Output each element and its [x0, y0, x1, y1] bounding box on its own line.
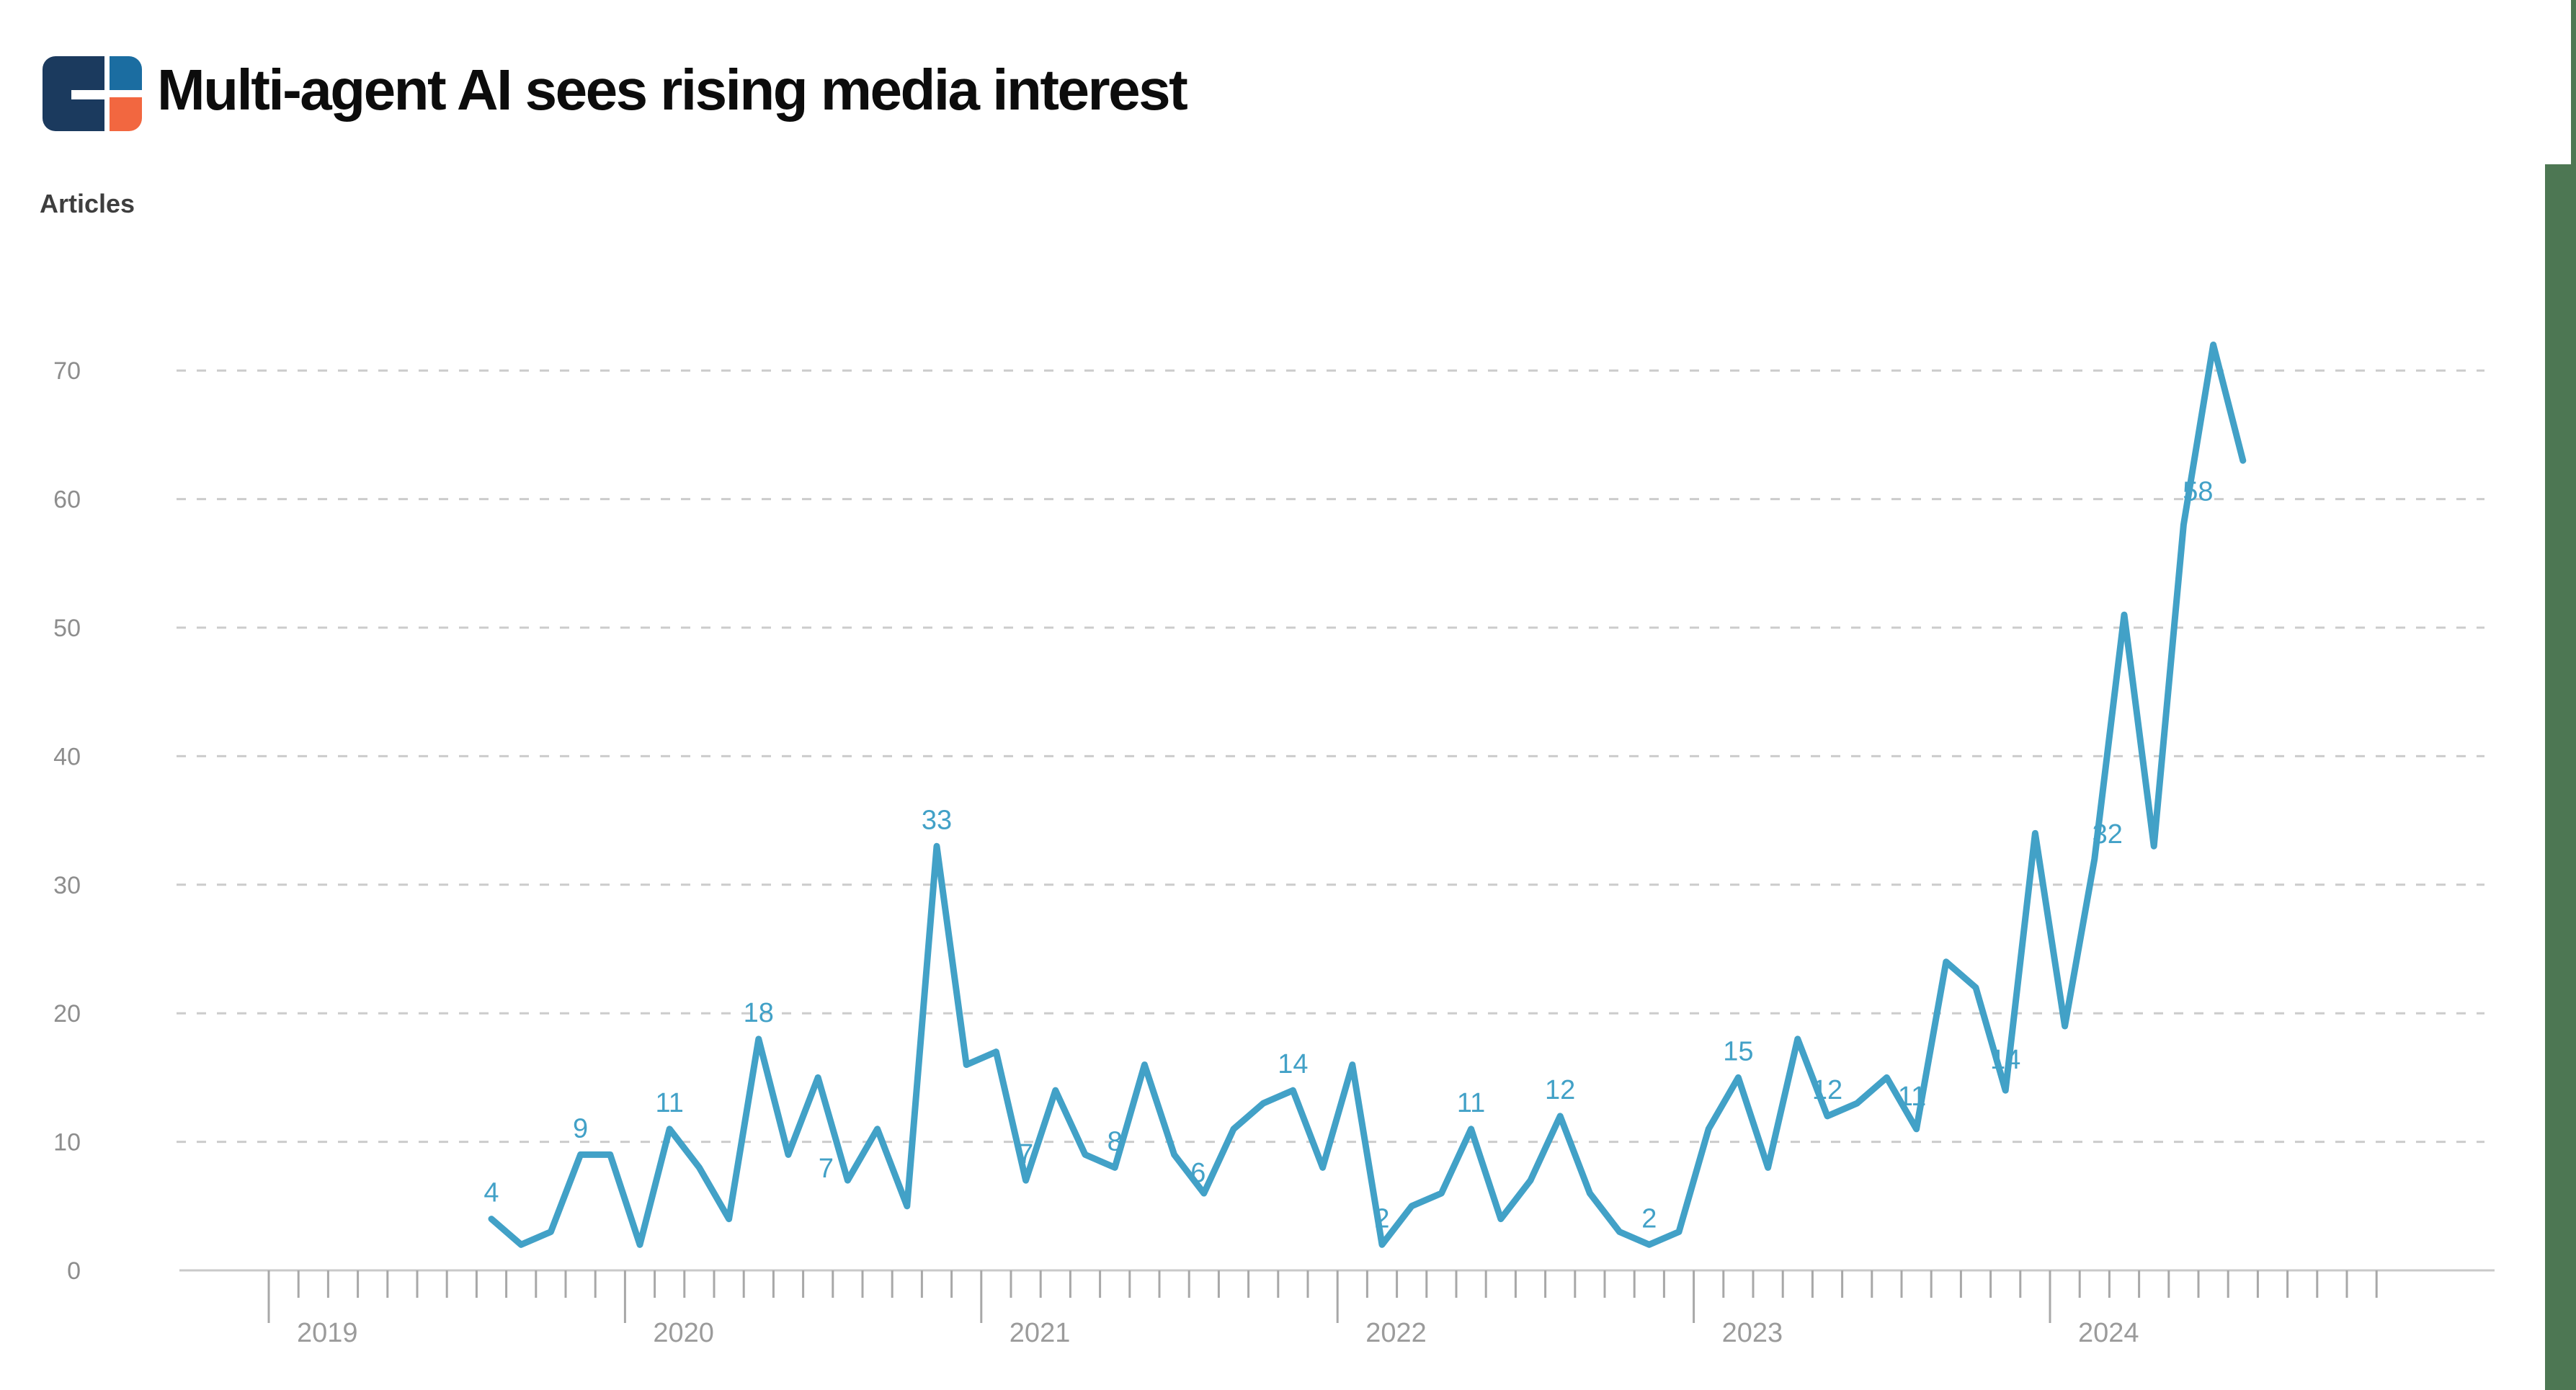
- logo-notch: [71, 90, 110, 99]
- point-label-2020-11: 33: [922, 805, 952, 835]
- point-label-2019-11: 9: [573, 1113, 588, 1144]
- year-label-2024: 2024: [2078, 1318, 2139, 1348]
- y-tick-label-40: 40: [53, 743, 81, 770]
- point-label-2024-02: 32: [2093, 819, 2123, 850]
- y-tick-label-70: 70: [53, 357, 81, 385]
- point-label-2019-08: 4: [483, 1178, 499, 1208]
- page-title: Multi-agent AI sees rising media interes…: [157, 58, 1188, 122]
- point-label-2020-08: 7: [819, 1154, 834, 1184]
- point-label-2020-02: 11: [655, 1088, 683, 1118]
- point-label-2023-02: 15: [1723, 1036, 1753, 1066]
- point-label-2022-02: 2: [1374, 1203, 1389, 1234]
- cb-insights-logo: [43, 56, 142, 131]
- point-label-2020-05: 18: [744, 998, 774, 1028]
- point-label-2021-11: 14: [1278, 1049, 1308, 1079]
- point-label-2023-08: 11: [1898, 1082, 1926, 1112]
- point-label-2023-05: 12: [1812, 1075, 1842, 1105]
- point-label-2021-05: 8: [1107, 1126, 1123, 1157]
- point-label-2022-11: 2: [1641, 1203, 1657, 1234]
- point-label-2023-11: 14: [1990, 1045, 2020, 1075]
- year-label-2019: 2019: [297, 1318, 358, 1348]
- year-label-2020: 2020: [653, 1318, 714, 1348]
- y-axis-title: Articles: [40, 189, 135, 218]
- logo-orange-block: [110, 97, 142, 131]
- y-tick-label-20: 20: [53, 1000, 81, 1028]
- y-tick-label-0: 0: [67, 1257, 81, 1285]
- year-label-2023: 2023: [1722, 1318, 1783, 1348]
- year-label-2022: 2022: [1365, 1318, 1427, 1348]
- logo-blue-block: [110, 56, 142, 90]
- y-tick-label-30: 30: [53, 872, 81, 899]
- point-label-2024-05: 58: [2183, 476, 2213, 507]
- point-label-2022-05: 11: [1457, 1088, 1485, 1118]
- y-tick-label-50: 50: [53, 615, 81, 642]
- year-label-2021: 2021: [1010, 1318, 1071, 1348]
- header: Multi-agent AI sees rising media interes…: [0, 0, 2576, 166]
- y-tick-label-10: 10: [53, 1129, 81, 1157]
- y-tick-label-60: 60: [53, 486, 81, 514]
- point-label-2021-08: 6: [1190, 1158, 1205, 1188]
- point-label-2022-08: 12: [1545, 1075, 1575, 1105]
- data-line: [488, 342, 2247, 1248]
- green-accent-bar: [2545, 164, 2576, 1390]
- point-label-2021-02: 7: [1018, 1139, 1033, 1170]
